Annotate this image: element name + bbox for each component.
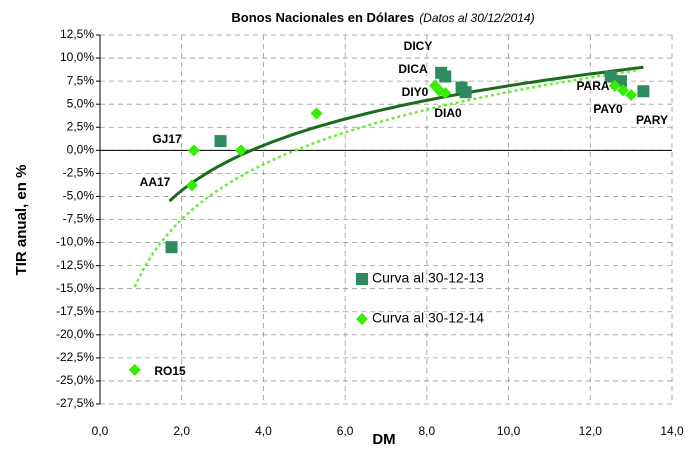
x-axis-label: DM	[372, 431, 395, 448]
y-tick-label: -22,5%	[56, 350, 94, 364]
x-tick-label: 10,0	[497, 424, 521, 438]
diamond-marker	[625, 88, 638, 101]
y-tick-label: -27,5%	[56, 396, 94, 410]
square-marker	[604, 70, 617, 83]
x-tick-label: 8,0	[419, 424, 436, 438]
legend-marker	[356, 273, 368, 285]
point-label: PARY	[636, 113, 668, 127]
point-label: GJ17	[152, 132, 182, 146]
point-label: AA17	[140, 175, 171, 189]
legend-label: Curva al 30-12-13	[372, 270, 484, 286]
point-label: DICY	[404, 39, 433, 53]
x-tick-label: 12,0	[579, 424, 603, 438]
point-label: PARA	[576, 79, 609, 93]
y-tick-label: 5,0%	[67, 96, 95, 110]
trendline	[168, 65, 644, 203]
y-tick-label: -10,0%	[56, 235, 94, 249]
y-tick-label: -2,5%	[63, 166, 95, 180]
square-marker	[214, 135, 227, 148]
legend-label: Curva al 30-12-14	[372, 310, 484, 326]
diamond-marker	[185, 179, 198, 192]
y-tick-label: 0,0%	[67, 142, 95, 156]
y-tick-label: -5,0%	[63, 189, 95, 203]
y-tick-label: -20,0%	[56, 327, 94, 341]
diamond-marker	[234, 144, 247, 157]
legend-marker	[356, 313, 368, 325]
y-axis-label: TIR anual, en %	[13, 165, 30, 276]
diamond-marker	[310, 107, 323, 120]
y-tick-label: 12,5%	[60, 27, 94, 41]
subtitle: (Datos al 30/12/2014)	[419, 11, 534, 25]
y-tick-label: 10,0%	[60, 50, 94, 64]
point-label: RO15	[154, 364, 186, 378]
x-tick-label: 0,0	[92, 424, 109, 438]
point-label: PAY0	[593, 102, 623, 116]
diamond-marker	[128, 363, 141, 376]
x-tick-label: 14,0	[660, 424, 684, 438]
diamond-marker	[187, 144, 200, 157]
y-tick-label: -15,0%	[56, 281, 94, 295]
chart-title: Bonos Nacionales en Dólares (Datos al 30/…	[231, 10, 534, 25]
x-tick-label: 6,0	[337, 424, 354, 438]
x-tick-label: 4,0	[255, 424, 272, 438]
y-tick-label: -17,5%	[56, 304, 94, 318]
square-marker	[439, 70, 452, 83]
y-tick-label: -12,5%	[56, 258, 94, 272]
diamond-marker	[608, 79, 621, 92]
legend: Curva al 30-12-13 Curva al 30-12-14	[356, 270, 484, 326]
diamond-marker	[616, 84, 629, 97]
y-tick-label: -25,0%	[56, 373, 94, 387]
y-tick-label: 7,5%	[67, 73, 95, 87]
trendline	[133, 68, 640, 288]
diamond-marker	[439, 87, 452, 100]
square-marker	[637, 85, 650, 98]
point-label: DIY0	[402, 85, 429, 99]
y-tick-label: 2,5%	[67, 119, 95, 133]
square-marker	[459, 86, 472, 99]
y-tick-label: -7,5%	[63, 212, 95, 226]
square-marker	[165, 241, 178, 254]
x-tick-label: 2,0	[173, 424, 190, 438]
point-label: DICA	[398, 62, 428, 76]
title: Bonos Nacionales en Dólares	[231, 10, 414, 25]
point-label: DIA0	[434, 106, 462, 120]
